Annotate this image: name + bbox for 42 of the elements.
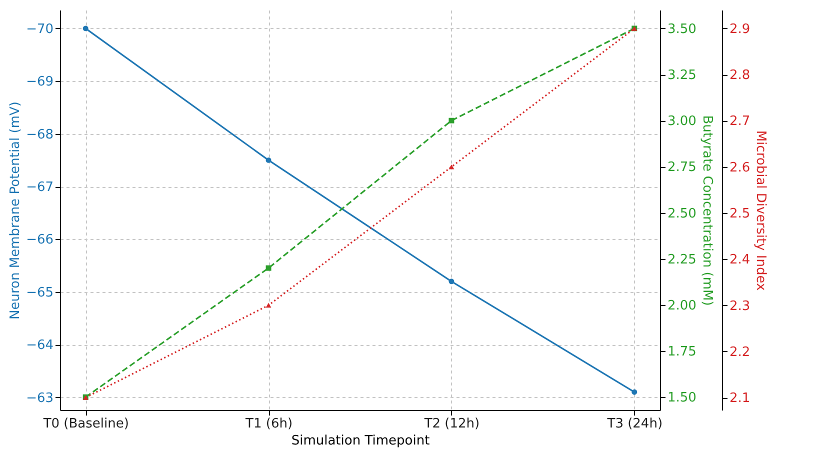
y2-axis-title: Butyrate Concentration (mM) <box>699 115 714 306</box>
y3-tick-label: 2.4 <box>730 252 750 268</box>
y2-tick-label: 2.00 <box>668 298 696 314</box>
y3-tick-label: 2.3 <box>730 298 750 314</box>
point <box>266 157 272 163</box>
y2-tick-label: 3.25 <box>668 68 696 84</box>
y-tick-label: −70 <box>26 22 54 37</box>
point <box>448 164 454 170</box>
point <box>266 302 272 308</box>
y3-tick-label: 2.1 <box>730 391 750 406</box>
y2-tick-label: 3.00 <box>668 114 696 130</box>
y-tick-label: −66 <box>26 232 54 248</box>
x-tick-label: T3 (24h) <box>606 416 663 432</box>
y-tick-label: −65 <box>26 285 54 300</box>
y-tick-label: −64 <box>26 338 54 354</box>
point <box>632 389 638 395</box>
y-tick-label: −68 <box>26 127 54 142</box>
x-axis-title: Simulation Timepoint <box>291 434 430 448</box>
y3-tick-label: 2.8 <box>730 68 750 84</box>
y2-tick-label: 2.75 <box>668 160 696 176</box>
y-axis-title: Neuron Membrane Potential (mV) <box>8 102 24 320</box>
y-tick-label: −67 <box>26 180 54 196</box>
y3-tick-label: 2.2 <box>730 344 750 360</box>
point <box>82 26 88 32</box>
x-tick-label: T1 (6h) <box>244 416 293 432</box>
y2-tick-label: 2.50 <box>668 206 696 222</box>
y2-tick-label: 3.50 <box>668 22 696 37</box>
y3-tick-label: 2.7 <box>730 114 750 130</box>
y3-tick-label: 2.5 <box>730 206 750 222</box>
x-tick-label: T0 (Baseline) <box>42 416 129 432</box>
point <box>266 265 272 271</box>
y3-tick-label: 2.9 <box>730 22 750 37</box>
point <box>448 118 454 124</box>
y-tick-label: −69 <box>26 74 54 90</box>
y-tick-label: −63 <box>26 390 54 406</box>
y3-axis-title: Microbial Diversity Index <box>753 130 768 291</box>
y2-tick-label: 1.50 <box>668 390 696 406</box>
y2-tick-label: 2.25 <box>668 252 696 268</box>
x-tick-label: T2 (12h) <box>423 416 480 432</box>
y2-tick-label: 1.75 <box>668 344 696 360</box>
point <box>448 278 454 284</box>
y3-tick-label: 2.6 <box>730 160 750 176</box>
